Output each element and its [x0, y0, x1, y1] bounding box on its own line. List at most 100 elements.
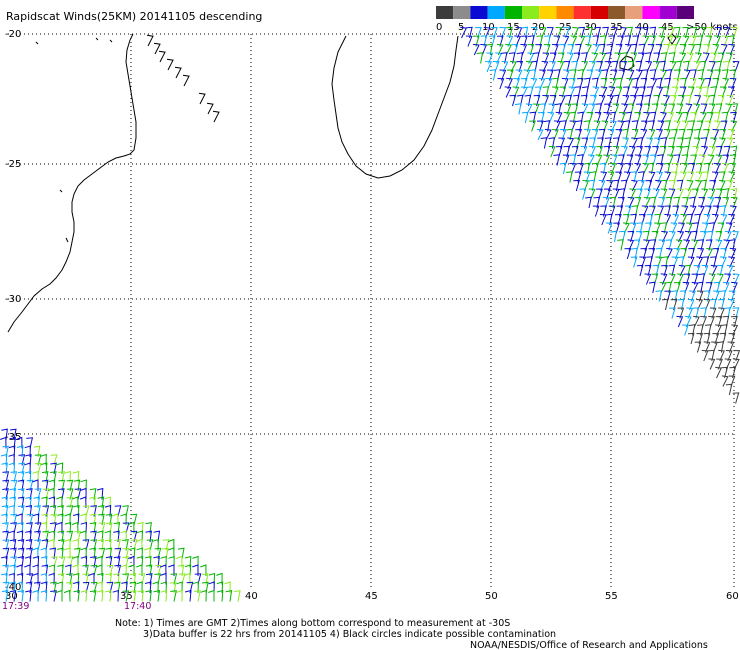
africa-coastline	[7, 33, 137, 333]
wind-barb	[596, 60, 603, 73]
wind-barb	[552, 129, 559, 141]
wind-barb	[589, 145, 596, 158]
wind-barb	[731, 281, 738, 294]
wind-barb	[558, 94, 566, 107]
wind-barb	[567, 137, 575, 149]
wind-barb	[631, 179, 638, 192]
wind-barb	[698, 197, 706, 209]
wind-barb	[41, 479, 49, 492]
lat-label: -25	[5, 159, 21, 170]
wind-barb	[71, 521, 79, 534]
wind-barb	[665, 281, 672, 294]
wind-barb	[10, 479, 18, 492]
wind-barb	[674, 35, 682, 47]
wind-barb	[668, 264, 676, 277]
wind-barb	[608, 205, 616, 217]
wind-barb	[529, 69, 537, 81]
wind-barb	[618, 154, 625, 166]
wind-barb	[40, 453, 47, 466]
wind-barb	[630, 52, 638, 64]
wind-barb	[606, 43, 614, 56]
legend-label: 45	[661, 22, 674, 33]
note-line-2: 3)Data buffer is 22 hrs from 20141105 4)…	[143, 629, 556, 640]
wind-barb	[724, 307, 731, 319]
wind-barb	[32, 572, 39, 585]
wind-barb	[658, 35, 666, 47]
wind-barb	[89, 590, 97, 602]
wind-barb	[66, 556, 74, 568]
wind-barb	[712, 333, 720, 345]
wind-barb	[34, 505, 41, 517]
wind-barb	[688, 44, 696, 56]
wind-barb	[552, 86, 559, 98]
wind-barb	[200, 564, 207, 577]
wind-barb	[656, 86, 664, 98]
wind-barb	[706, 230, 714, 243]
wind-barb	[25, 504, 33, 517]
wind-barb	[32, 589, 39, 602]
wind-barb	[720, 120, 728, 132]
wind-barb	[639, 256, 647, 268]
wind-barb	[710, 52, 718, 64]
wind-barb	[160, 555, 167, 568]
wind-barb	[686, 213, 694, 226]
wind-barb	[604, 61, 612, 73]
wind-barb	[611, 60, 619, 73]
wind-barb	[706, 112, 714, 124]
wind-barb	[679, 86, 687, 98]
wind-barb	[553, 69, 561, 81]
wind-barb	[216, 581, 224, 594]
wind-barb	[640, 128, 648, 141]
wind-barb	[48, 496, 56, 509]
wind-barb	[520, 77, 528, 90]
wind-barb	[138, 573, 146, 585]
wind-barb	[696, 281, 704, 294]
wind-barb	[702, 256, 710, 268]
wind-barb	[26, 513, 34, 526]
wind-barb	[668, 273, 676, 285]
wind-barb	[137, 589, 144, 602]
wind-barb	[718, 95, 725, 107]
wind-barb	[630, 213, 637, 226]
wind-barb	[66, 573, 73, 585]
wind-barb	[635, 60, 643, 73]
lat-label: -20	[5, 29, 21, 40]
legend-swatch	[659, 6, 677, 19]
wind-barb	[73, 479, 81, 492]
wind-barb	[82, 505, 90, 517]
legend-swatch	[608, 6, 626, 19]
wind-barb	[630, 43, 638, 56]
wind-barb	[694, 341, 702, 353]
wind-barb	[168, 555, 175, 568]
wind-barb	[40, 581, 48, 594]
lon-labels: 30 35 40 45 50 55 60	[5, 591, 739, 602]
wind-barb	[705, 239, 713, 251]
wind-barb	[50, 590, 57, 602]
wind-barb	[722, 197, 730, 209]
wind-barb	[106, 581, 114, 594]
wind-barb	[594, 112, 602, 124]
wind-barb	[64, 513, 71, 526]
wind-barb	[122, 556, 129, 568]
wind-barb	[644, 264, 652, 277]
wind-barb	[49, 522, 57, 534]
wind-barb	[672, 205, 680, 217]
wind-barb	[661, 298, 669, 311]
wind-barb	[642, 154, 650, 166]
wind-barb	[208, 572, 216, 585]
wind-barb	[713, 281, 721, 294]
wind-barb	[691, 239, 699, 251]
wind-barb	[645, 222, 652, 234]
wind-barb	[641, 120, 648, 132]
wind-barb	[670, 171, 678, 183]
wind-barb	[716, 188, 723, 200]
wind-barb	[588, 103, 596, 115]
wind-barb	[675, 239, 683, 251]
wind-barb	[678, 95, 685, 107]
wind-barb	[701, 188, 709, 200]
wind-barb	[702, 52, 710, 64]
wind-barb	[724, 230, 732, 243]
wind-barb	[592, 86, 600, 98]
wind-barb	[18, 462, 26, 475]
wind-barb	[16, 564, 23, 577]
